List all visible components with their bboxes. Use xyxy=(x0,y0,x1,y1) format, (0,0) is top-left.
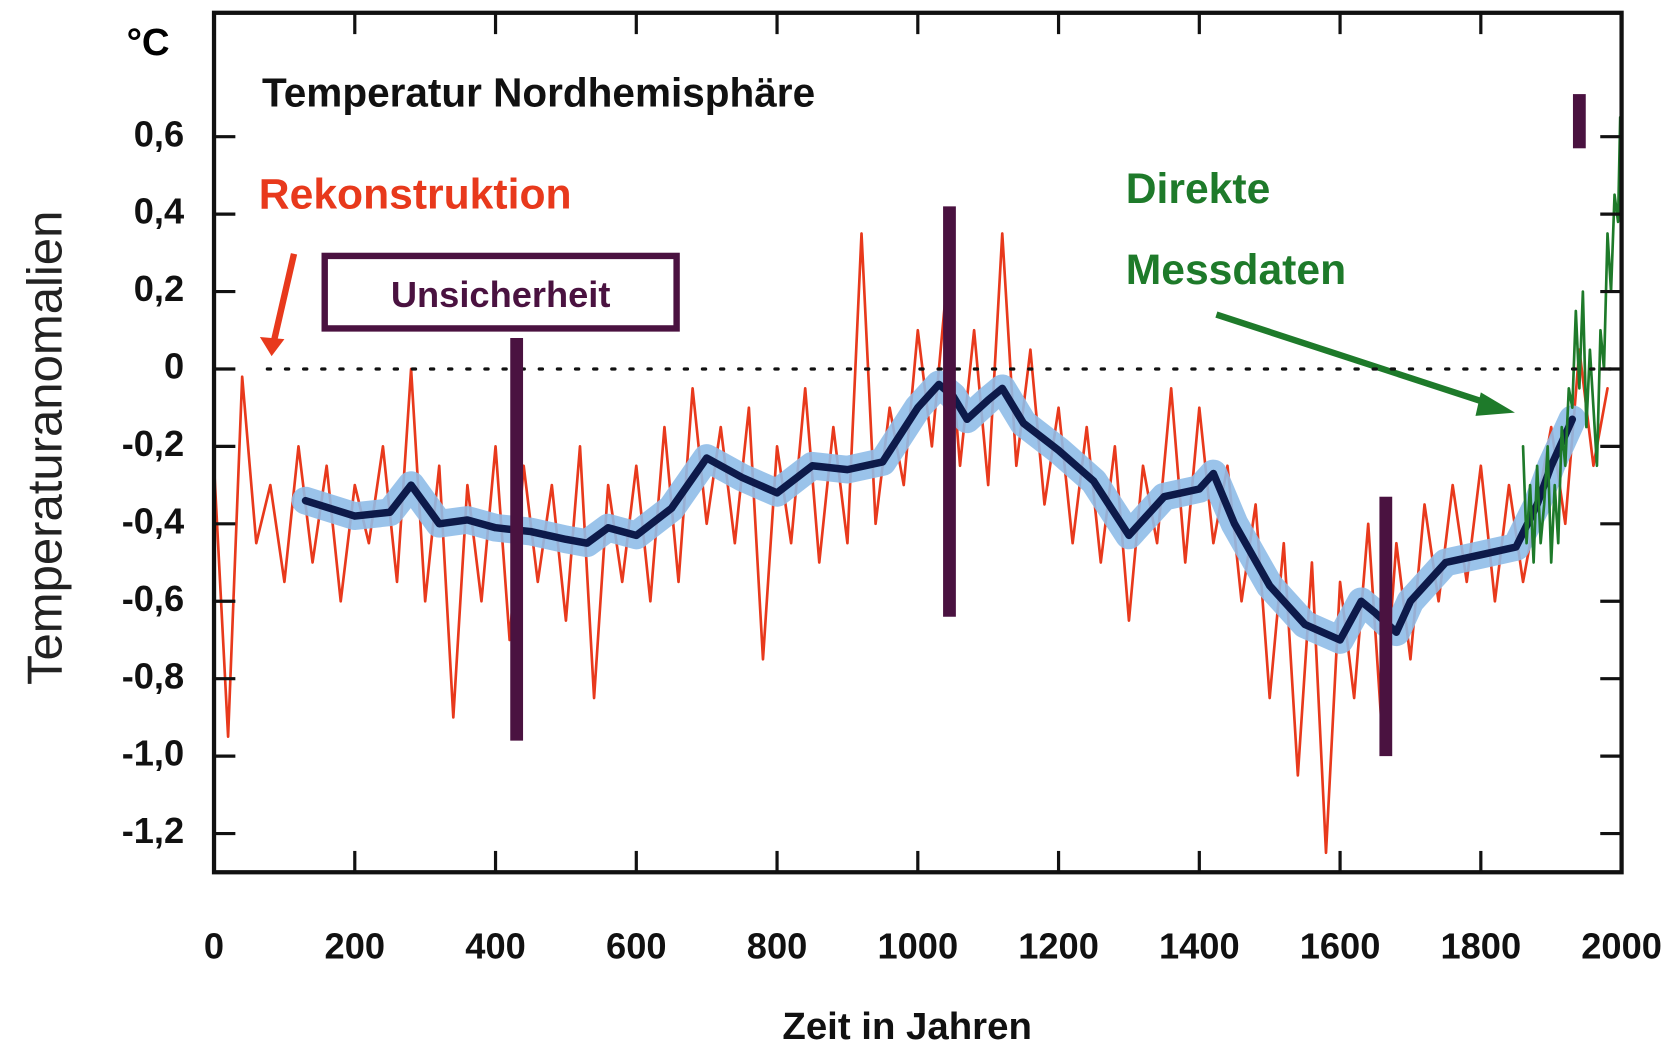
plot-area xyxy=(212,115,1622,855)
series-label: Rekonstruktion xyxy=(259,171,572,219)
y-unit: °C xyxy=(127,21,170,64)
y-tick-label: -1,0 xyxy=(122,733,184,774)
y-tick-label: -0,8 xyxy=(122,655,184,696)
x-tick-label: 200 xyxy=(325,926,385,967)
plot-frame xyxy=(211,10,1624,875)
label-box xyxy=(321,252,680,332)
y-tick-label: 0,2 xyxy=(134,268,184,309)
x-tick-label: 2000 xyxy=(1581,926,1662,967)
arrow-head xyxy=(259,336,285,357)
y-tick-label: -0,4 xyxy=(122,500,184,541)
y-tick-label: 0,4 xyxy=(134,191,184,232)
x-tick-label: 1200 xyxy=(1018,926,1099,967)
x-tick-label: 400 xyxy=(465,926,525,967)
y-axis-label: Temperaturanomalien xyxy=(19,211,73,685)
x-axis-label: Zeit in Jahren xyxy=(782,1005,1032,1045)
y-tick-label: -0,2 xyxy=(122,423,184,464)
uncertainty-bar xyxy=(1379,496,1393,757)
x-tick-label: 1800 xyxy=(1440,926,1521,967)
x-tick-label: 800 xyxy=(747,926,807,967)
y-tick-label: 0,6 xyxy=(134,113,184,154)
uncertainty-bar xyxy=(943,206,956,617)
annotation: Direkte xyxy=(1126,165,1271,213)
x-tick-label: 1600 xyxy=(1300,926,1381,967)
arrow xyxy=(269,253,298,348)
x-tick-label: 0 xyxy=(204,926,224,967)
uncertainty-bar xyxy=(510,337,524,741)
arrow xyxy=(1215,311,1495,409)
x-tick-label: 1000 xyxy=(877,926,958,967)
annotation: Messdaten xyxy=(1126,246,1346,294)
y-tick-label: -0,6 xyxy=(122,578,184,619)
uncertainty-label: Unsicherheit xyxy=(391,274,611,315)
x-tick-label: 1400 xyxy=(1159,926,1240,967)
arrow-head xyxy=(1475,392,1515,416)
series-line xyxy=(1521,115,1622,564)
y-tick-label: 0 xyxy=(164,346,184,387)
y-tick-label: -1,2 xyxy=(122,810,184,851)
chart-title: Temperatur Nordhemisphäre xyxy=(262,70,815,116)
x-tick-label: 600 xyxy=(606,926,666,967)
uncertainty-bar xyxy=(1572,94,1586,149)
